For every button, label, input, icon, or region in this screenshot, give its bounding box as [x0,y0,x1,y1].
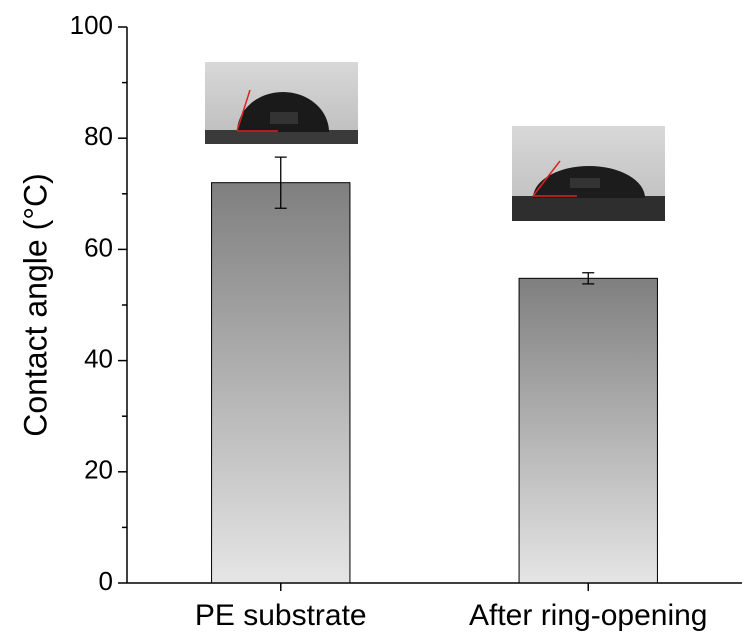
chart: Contact angle (°C) 0 20 40 60 80 100 PE substr… [0,0,745,636]
y-axis-label: Contact angle (°C) [17,173,53,437]
y-tick-label: 0 [99,566,113,596]
plot-area: 0 20 40 60 80 100 PE substrate After ring-openi… [70,10,742,632]
y-tick-label: 40 [84,343,113,373]
y-tick-label: 20 [84,455,113,485]
droplet-inset [205,62,358,144]
y-tick-label: 60 [84,232,113,262]
x-tick-label: After ring-opening [469,599,707,632]
bar [212,183,350,583]
y-tick-label: 80 [84,121,113,151]
bar [519,278,657,583]
droplet-inset [512,126,665,221]
x-tick-label: PE substrate [195,599,367,632]
y-tick-label: 100 [70,10,113,40]
